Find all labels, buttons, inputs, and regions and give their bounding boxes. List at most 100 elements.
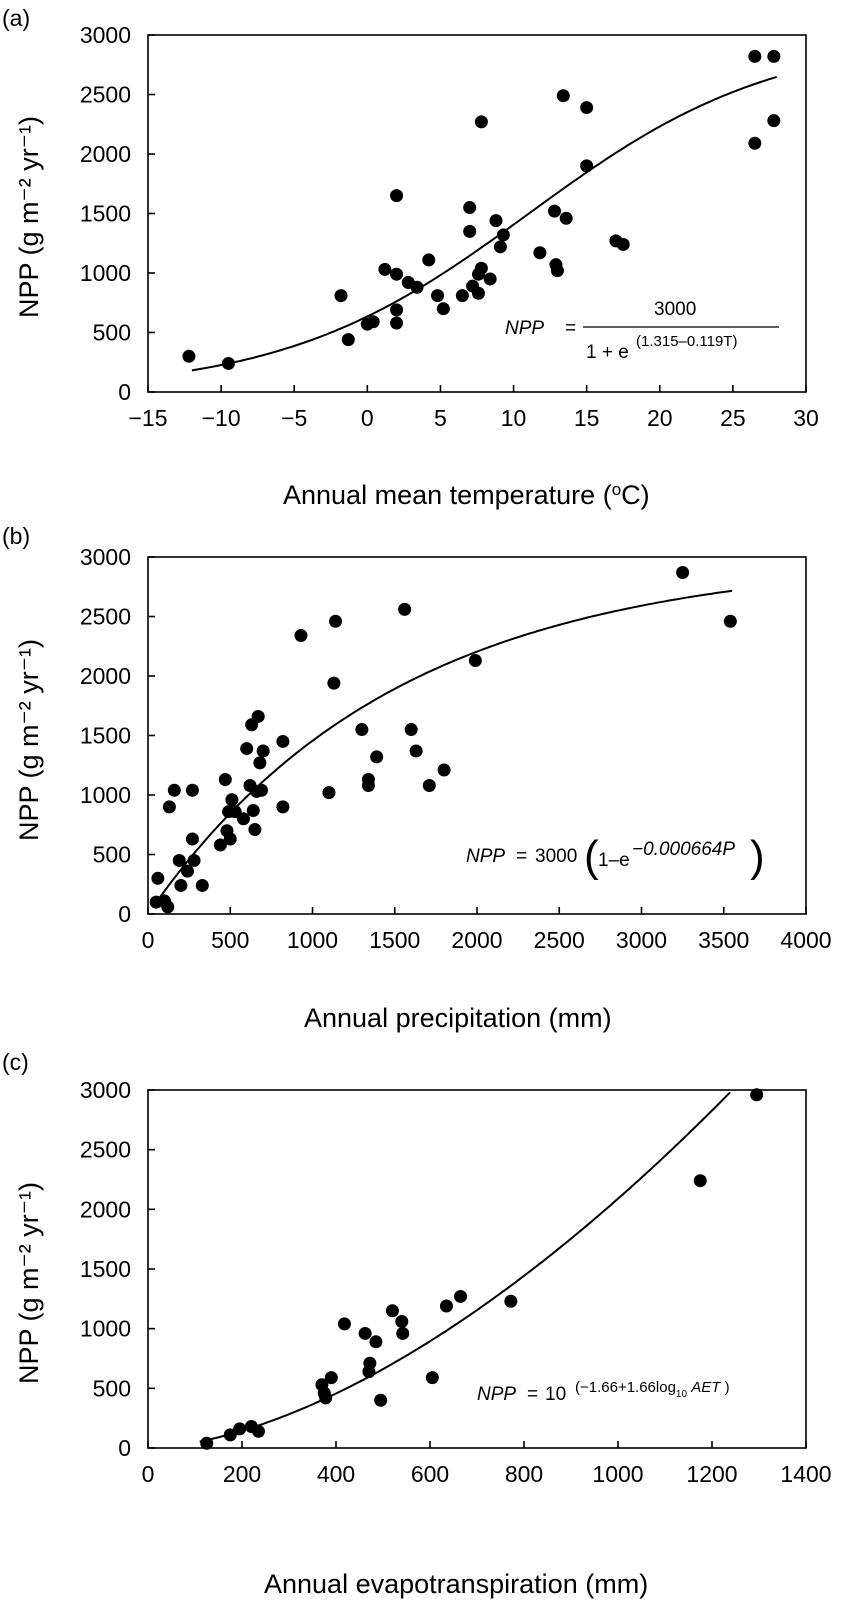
- data-point-c: [363, 1356, 377, 1370]
- data-point-c: [223, 1428, 237, 1442]
- data-point-a: [550, 264, 564, 278]
- data-point-a: [496, 228, 510, 242]
- y-tick-label-c: 2500: [80, 1137, 131, 1163]
- y-tick-labels-b: 0 500 1000 1500 2000 2500 3000: [80, 544, 131, 927]
- y-axis-title-b: NPP (g m⁻² yr⁻¹): [14, 639, 44, 841]
- equation-a: NPP = 3000 1 + e (1.315–0.119T): [505, 299, 779, 363]
- panel-c: (c) 0 200 400 600 800 1000 1200 1400 0 500 1000 15…: [2, 1049, 832, 1599]
- data-point-c: [319, 1391, 333, 1405]
- data-point-a: [559, 211, 573, 225]
- data-point-b: [329, 614, 343, 628]
- x-axis-title-a: Annual mean temperature (oC): [283, 480, 650, 511]
- y-tick-labels-a: 0 500 1000 1500 2000 2500 3000: [80, 22, 131, 405]
- y-tick-label-b: 3000: [80, 544, 131, 570]
- equation-exponent-c: (−1.66+1.66log10 AET ): [575, 1379, 730, 1400]
- y-tick-label-c: 1000: [80, 1316, 131, 1342]
- x-tick-label-b: 1000: [287, 927, 338, 953]
- x-axis-title-b: Annual precipitation (mm): [304, 1003, 612, 1033]
- fit-curve-c: [199, 1091, 731, 1443]
- data-point-a: [378, 262, 392, 276]
- data-point-b: [676, 565, 690, 579]
- data-point-a: [616, 237, 630, 251]
- data-point-a: [422, 253, 436, 267]
- x-tick-label-b: 1500: [369, 927, 420, 953]
- x-tick-label-b: 2500: [534, 927, 585, 953]
- data-point-b: [256, 744, 270, 758]
- data-point-b: [172, 853, 186, 867]
- data-point-a: [748, 49, 762, 63]
- y-tick-label-c: 1500: [80, 1256, 131, 1282]
- y-tick-label-b: 0: [118, 901, 131, 927]
- data-point-a: [493, 240, 507, 254]
- data-point-c: [324, 1371, 338, 1385]
- data-point-c: [385, 1304, 399, 1318]
- x-tick-label-b: 2000: [451, 927, 502, 953]
- data-point-b: [218, 773, 232, 787]
- x-tick-label-a: −15: [128, 405, 167, 431]
- data-point-a: [463, 224, 477, 238]
- data-point-c: [369, 1335, 383, 1349]
- data-point-b: [225, 793, 239, 807]
- data-point-a: [483, 272, 497, 286]
- data-point-b: [251, 709, 265, 723]
- y-tick-label-c: 2000: [80, 1196, 131, 1222]
- x-tick-label-b: 0: [142, 927, 155, 953]
- data-point-b: [185, 832, 199, 846]
- data-points-c: [200, 1088, 764, 1450]
- x-tick-label-a: 25: [720, 405, 746, 431]
- equation-lhs-b: NPP: [466, 846, 505, 867]
- data-point-a: [547, 204, 561, 218]
- x-tick-label-b: 4000: [780, 927, 831, 953]
- data-point-c: [750, 1088, 764, 1102]
- x-tick-label-c: 400: [317, 1461, 355, 1487]
- equation-paren-open-b: (: [584, 832, 599, 881]
- panel-label-b: (b): [2, 523, 30, 549]
- y-tick-label-c: 0: [118, 1435, 131, 1461]
- data-point-b: [246, 803, 260, 817]
- data-point-b: [723, 614, 737, 628]
- y-axis-title-a: NPP (g m⁻² yr⁻¹): [14, 116, 44, 318]
- data-point-c: [425, 1371, 439, 1385]
- data-point-a: [474, 115, 488, 129]
- x-tick-label-a: 30: [793, 405, 819, 431]
- y-tick-label-b: 2500: [80, 604, 131, 630]
- data-point-c: [396, 1326, 410, 1340]
- data-point-b: [404, 723, 418, 737]
- data-point-b: [223, 832, 237, 846]
- x-tick-label-a: 5: [434, 405, 447, 431]
- data-point-a: [390, 303, 404, 317]
- data-point-b: [213, 838, 227, 852]
- panel-a: (a) −15 −10 −5 0 5 10 15 20 25 30 0 500 1000 1500 200…: [2, 5, 819, 510]
- data-point-b: [167, 783, 181, 797]
- data-point-b: [437, 763, 451, 777]
- y-tick-label-b: 2000: [80, 663, 131, 689]
- data-point-b: [253, 756, 267, 770]
- x-tick-label-a: −10: [202, 405, 241, 431]
- data-point-b: [187, 853, 201, 867]
- data-point-b: [355, 723, 369, 737]
- data-point-c: [454, 1289, 468, 1303]
- panel-b: (b) 0 500 1000 1500 2000 2500 3000 3500 4000 0 50…: [2, 523, 832, 1033]
- data-point-a: [748, 136, 762, 150]
- data-point-b: [361, 773, 375, 787]
- equation-eq-sign-b: =: [516, 846, 527, 867]
- ticks-b: [147, 556, 807, 915]
- y-tick-label-a: 2000: [80, 141, 131, 167]
- x-tick-label-a: 20: [647, 405, 673, 431]
- x-axis-title-c: Annual evapotranspiration (mm): [264, 1569, 648, 1599]
- ticks-c: [147, 1089, 807, 1449]
- y-tick-labels-c: 0 500 1000 1500 2000 2500 3000: [80, 1077, 131, 1461]
- y-tick-label-b: 1000: [80, 782, 131, 808]
- data-point-b: [248, 823, 262, 837]
- equation-paren-close-b: ): [750, 832, 765, 881]
- x-tick-label-a: −5: [281, 405, 307, 431]
- x-tick-label-a: 15: [574, 405, 600, 431]
- data-point-a: [431, 289, 445, 303]
- data-points-a: [182, 49, 781, 370]
- data-point-c: [233, 1422, 247, 1436]
- equation-eq-sign-c: =: [527, 1384, 538, 1405]
- data-point-b: [180, 864, 194, 878]
- ticks-a: [147, 34, 807, 393]
- data-point-c: [374, 1393, 388, 1407]
- data-point-b: [409, 744, 423, 758]
